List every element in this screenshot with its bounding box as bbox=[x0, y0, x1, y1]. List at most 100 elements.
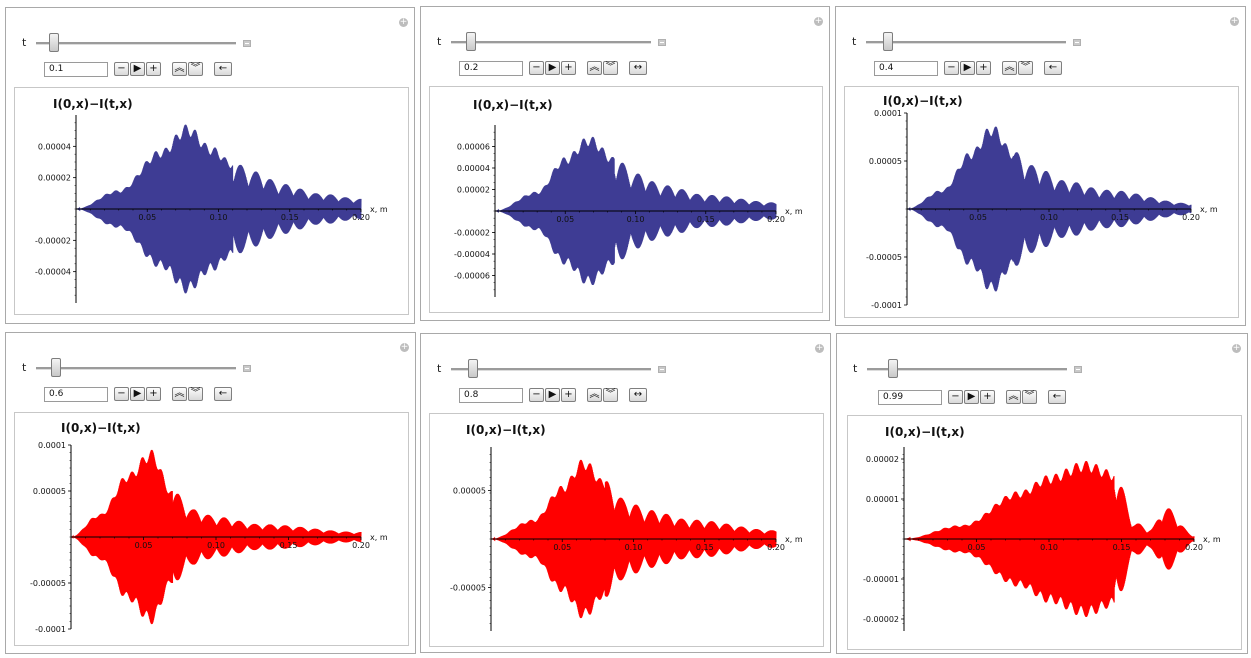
collapse-controls-icon[interactable] bbox=[243, 40, 251, 47]
faster-button[interactable]: ︽ bbox=[1006, 390, 1021, 404]
increment-button[interactable]: + bbox=[146, 62, 161, 76]
faster-button[interactable]: ︽ bbox=[172, 387, 187, 401]
t-slider-track[interactable] bbox=[451, 368, 651, 371]
x-tick-label: 0.05 bbox=[556, 215, 574, 224]
direction-button[interactable]: ← bbox=[1048, 390, 1066, 404]
t-value-field[interactable]: 0.2 bbox=[459, 61, 523, 76]
collapse-controls-icon[interactable] bbox=[658, 39, 666, 46]
chart-title: I(0,x)−I(t,x) bbox=[883, 94, 963, 108]
x-axis-label: x, m bbox=[785, 207, 803, 216]
y-tick-label: -0.00002 bbox=[35, 236, 71, 245]
decrement-button[interactable]: − bbox=[114, 387, 129, 401]
y-tick-label: -0.00006 bbox=[454, 272, 490, 281]
decrement-button[interactable]: − bbox=[948, 390, 963, 404]
parameter-label: t bbox=[22, 361, 27, 374]
x-tick-label: 0.05 bbox=[968, 543, 986, 552]
chart-title: I(0,x)−I(t,x) bbox=[53, 97, 133, 111]
decrement-button[interactable]: − bbox=[529, 61, 544, 75]
manipulate-panel: + t 0.4− ▶ + ︽ ︾ ← 0.05 0.10 0.15 0.20 x, m 0.0001 0.0… bbox=[835, 6, 1246, 326]
decrement-button[interactable]: − bbox=[114, 62, 129, 76]
t-slider-track[interactable] bbox=[867, 368, 1067, 371]
t-slider-thumb[interactable] bbox=[466, 32, 476, 51]
x-tick-label: 0.10 bbox=[1040, 543, 1058, 552]
y-tick-label: 0.00002 bbox=[866, 455, 899, 464]
parameter-label: t bbox=[437, 35, 442, 48]
collapse-controls-icon[interactable] bbox=[658, 366, 666, 373]
chart-title: I(0,x)−I(t,x) bbox=[466, 423, 546, 437]
slower-button[interactable]: ︾ bbox=[1018, 61, 1033, 75]
t-slider-track[interactable] bbox=[36, 367, 236, 370]
play-button[interactable]: ▶ bbox=[130, 387, 145, 401]
increment-button[interactable]: + bbox=[561, 388, 576, 402]
increment-button[interactable]: + bbox=[980, 390, 995, 404]
expand-options-icon[interactable]: + bbox=[399, 17, 408, 27]
collapse-controls-icon[interactable] bbox=[243, 365, 251, 372]
play-button[interactable]: ▶ bbox=[964, 390, 979, 404]
direction-button[interactable]: ← bbox=[1044, 61, 1062, 75]
y-tick-label: -0.00005 bbox=[30, 579, 66, 588]
direction-button[interactable]: ↔ bbox=[629, 388, 647, 402]
y-tick-label: -0.00005 bbox=[450, 583, 486, 592]
x-tick-label: 0.10 bbox=[207, 541, 225, 550]
slower-button[interactable]: ︾ bbox=[188, 62, 203, 76]
decrement-button[interactable]: − bbox=[944, 61, 959, 75]
t-slider-track[interactable] bbox=[36, 42, 236, 45]
slower-button[interactable]: ︾ bbox=[603, 388, 618, 402]
expand-options-icon[interactable]: + bbox=[1230, 16, 1239, 26]
t-slider-thumb[interactable] bbox=[888, 359, 898, 378]
t-value-field[interactable]: 0.99 bbox=[878, 390, 942, 405]
x-tick-label: 0.05 bbox=[553, 543, 571, 552]
collapse-controls-icon[interactable] bbox=[1074, 366, 1082, 373]
expand-options-icon[interactable]: + bbox=[815, 343, 824, 353]
t-slider-thumb[interactable] bbox=[49, 33, 59, 52]
play-button[interactable]: ▶ bbox=[960, 61, 975, 75]
faster-button[interactable]: ︽ bbox=[587, 61, 602, 75]
t-slider-thumb[interactable] bbox=[883, 32, 893, 51]
t-slider-thumb[interactable] bbox=[51, 358, 61, 377]
expand-options-icon[interactable]: + bbox=[814, 16, 823, 26]
x-tick-label: 0.15 bbox=[280, 541, 298, 550]
x-tick-label: 0.20 bbox=[767, 215, 785, 224]
faster-button[interactable]: ︽ bbox=[1002, 61, 1017, 75]
t-slider-track[interactable] bbox=[866, 41, 1066, 44]
x-axis-label: x, m bbox=[1200, 205, 1218, 214]
expand-options-icon[interactable]: + bbox=[400, 342, 409, 352]
x-tick-label: 0.20 bbox=[352, 213, 370, 222]
t-value-field[interactable]: 0.4 bbox=[874, 61, 938, 76]
faster-button[interactable]: ︽ bbox=[172, 62, 187, 76]
parameter-label: t bbox=[437, 362, 442, 375]
slower-button[interactable]: ︾ bbox=[603, 61, 618, 75]
t-value-field[interactable]: 0.8 bbox=[459, 388, 523, 403]
play-button[interactable]: ▶ bbox=[130, 62, 145, 76]
play-button[interactable]: ▶ bbox=[545, 388, 560, 402]
slower-button[interactable]: ︾ bbox=[1022, 390, 1037, 404]
chart-svg: 0.05 0.10 0.15 0.20x, m 0.0001 0.00005 -0.0000… bbox=[30, 421, 388, 634]
x-tick-label: 0.10 bbox=[627, 215, 645, 224]
parameter-label: t bbox=[853, 362, 858, 375]
chart-svg: 0.05 0.10 0.15 0.20x, m 0.00005 -0.00005 I(0,x… bbox=[450, 423, 803, 631]
y-tick-label: -0.0001 bbox=[35, 625, 66, 634]
x-tick-label: 0.20 bbox=[1185, 543, 1203, 552]
slower-button[interactable]: ︾ bbox=[188, 387, 203, 401]
x-tick-label: 0.15 bbox=[1111, 213, 1129, 222]
increment-button[interactable]: + bbox=[146, 387, 161, 401]
t-slider-thumb[interactable] bbox=[468, 359, 478, 378]
direction-button[interactable]: ↔ bbox=[629, 61, 647, 75]
x-tick-label: 0.15 bbox=[1113, 543, 1131, 552]
x-axis-label: x, m bbox=[370, 205, 388, 214]
decrement-button[interactable]: − bbox=[529, 388, 544, 402]
collapse-controls-icon[interactable] bbox=[1073, 39, 1081, 46]
signal-series bbox=[71, 449, 362, 625]
t-value-field[interactable]: 0.1 bbox=[44, 62, 108, 77]
signal-series bbox=[76, 124, 362, 294]
play-button[interactable]: ▶ bbox=[545, 61, 560, 75]
direction-button[interactable]: ← bbox=[214, 387, 232, 401]
direction-button[interactable]: ← bbox=[214, 62, 232, 76]
increment-button[interactable]: + bbox=[976, 61, 991, 75]
faster-button[interactable]: ︽ bbox=[587, 388, 602, 402]
increment-button[interactable]: + bbox=[561, 61, 576, 75]
t-slider-track[interactable] bbox=[451, 41, 651, 44]
chart-svg: 0.05 0.10 0.15 0.20x, m 0.00004 0.00002 -0.000… bbox=[35, 97, 388, 303]
t-value-field[interactable]: 0.6 bbox=[44, 387, 108, 402]
expand-options-icon[interactable]: + bbox=[1232, 343, 1241, 353]
